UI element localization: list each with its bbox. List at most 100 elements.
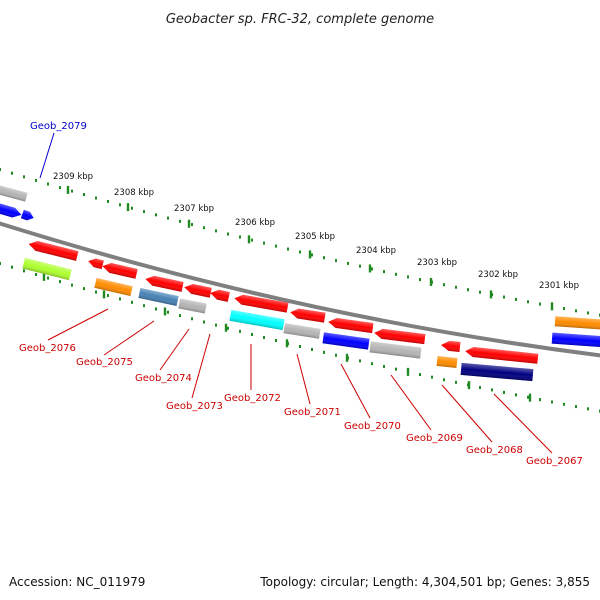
gene-geob-2075-a: [102, 262, 138, 279]
minor-tick: [215, 323, 217, 327]
gene-arrow-shade: [460, 362, 534, 382]
gene-geob-2071: [283, 323, 321, 339]
ruler-inner: [0, 262, 600, 413]
gene-geob-2067: [460, 362, 534, 382]
minor-tick: [563, 307, 565, 311]
gene-geob-2079-tip: [20, 209, 34, 221]
minor-tick: [167, 310, 169, 314]
gene-arrow-shade: [88, 258, 104, 270]
minor-tick: [179, 314, 181, 318]
minor-tick: [455, 380, 457, 384]
minor-tick: [575, 309, 577, 313]
gene-arrow-shade: [178, 298, 207, 314]
gene-label-geob-2070: Geob_2070: [344, 421, 401, 432]
accession-text: Accession: NC_011979: [9, 575, 145, 589]
gene-geob-2066: [554, 316, 600, 330]
minor-tick: [23, 175, 25, 179]
gene-label-geob-2076: Geob_2076: [19, 343, 76, 354]
major-tick: [406, 367, 410, 376]
minor-tick: [371, 267, 373, 271]
gene-geob-2080: [0, 184, 28, 202]
ruler-label: 2309 kbp: [53, 172, 93, 182]
major-tick: [187, 219, 191, 228]
minor-tick: [107, 199, 109, 203]
gene-label-geob-2072: Geob_2072: [224, 393, 281, 404]
gene-arrow-shade: [374, 328, 426, 345]
leader-geob-2073: [191, 333, 211, 399]
gene-arrow-shade: [290, 308, 326, 323]
minor-tick: [131, 206, 133, 210]
minor-tick: [359, 264, 361, 268]
minor-tick: [11, 265, 13, 269]
minor-tick: [71, 283, 73, 287]
minor-tick: [47, 182, 49, 186]
leader-geob-2074: [159, 328, 190, 371]
minor-tick: [503, 295, 505, 299]
minor-tick: [287, 247, 289, 251]
gene-arrow-shade: [145, 275, 184, 292]
minor-tick: [191, 223, 193, 227]
minor-tick: [179, 219, 181, 223]
minor-tick: [215, 229, 217, 233]
minor-tick: [299, 345, 301, 348]
gene-arrow-shade: [551, 332, 600, 348]
gene-arrow-shade: [102, 262, 138, 279]
gene-arrow-shade: [184, 283, 212, 298]
gene-geob-2070-a: [328, 318, 374, 334]
major-tick: [528, 393, 532, 402]
minor-tick: [107, 294, 109, 298]
leader-geob-2067: [493, 393, 553, 454]
minor-tick: [539, 398, 541, 402]
minor-tick: [455, 285, 457, 289]
gene-arrow-shade: [283, 323, 321, 339]
gene-geob-2079: [0, 202, 22, 218]
minor-tick: [239, 235, 241, 239]
minor-tick: [95, 290, 97, 294]
gene-arrow-shade: [229, 309, 285, 331]
gene-geob-2078: [22, 257, 72, 281]
gene-arrow-shade: [94, 277, 133, 297]
minor-tick: [383, 364, 385, 368]
minor-tick: [227, 326, 229, 330]
minor-tick: [203, 226, 205, 230]
leader-geob-2071: [296, 353, 311, 405]
gene-geob-2073-a: [184, 283, 212, 298]
ruler-label: 2305 kbp: [295, 232, 335, 242]
minor-tick: [383, 270, 385, 274]
gene-geob-2076: [28, 241, 79, 261]
minor-tick: [431, 375, 433, 379]
minor-tick: [419, 278, 421, 282]
gene-geob-2074: [138, 288, 179, 306]
gene-arrow-shade: [210, 289, 230, 302]
gene-label-geob-2074: Geob_2074: [135, 373, 192, 384]
gene-arrow-shade: [20, 209, 34, 221]
minor-tick: [359, 359, 361, 363]
label-leaders: [39, 132, 553, 454]
gene-geob-2068-a: [465, 347, 539, 364]
gene-arrow-shade: [465, 347, 539, 364]
minor-tick: [323, 256, 325, 260]
gene-geob-2065: [551, 332, 600, 348]
minor-tick: [467, 288, 469, 292]
minor-tick: [119, 297, 121, 301]
minor-tick: [227, 232, 229, 236]
gene-geob-2074-a: [145, 275, 184, 292]
minor-tick: [143, 304, 145, 308]
major-tick: [345, 353, 349, 362]
ruler-label: 2301 kbp: [539, 281, 579, 291]
minor-tick: [479, 385, 481, 389]
major-tick: [429, 277, 433, 286]
gene-arrow-shade: [28, 241, 79, 261]
minor-tick: [203, 320, 205, 324]
minor-tick: [503, 390, 505, 394]
minor-tick: [275, 244, 277, 248]
major-tick: [467, 381, 471, 390]
major-tick: [489, 290, 493, 299]
minor-tick: [395, 272, 397, 276]
leader-geob-2075: [103, 320, 155, 356]
leader-geob-2068: [441, 384, 493, 443]
minor-tick: [263, 241, 265, 245]
ruler-label: 2307 kbp: [174, 204, 214, 214]
minor-tick: [23, 269, 25, 273]
